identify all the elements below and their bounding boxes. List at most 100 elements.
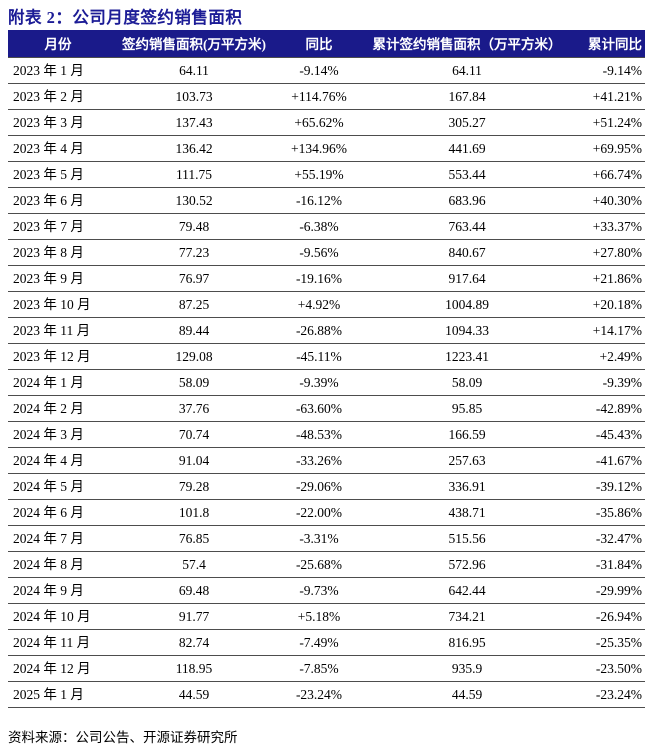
- cell-yoy: -9.14%: [280, 57, 358, 84]
- cell-area: 118.95: [108, 655, 280, 682]
- cell-cum-area: 305.27: [358, 109, 576, 136]
- cell-cum-yoy: -25.35%: [576, 629, 645, 656]
- cell-cum-area: 935.9: [358, 655, 576, 682]
- cell-cum-area: 816.95: [358, 629, 576, 656]
- cell-yoy: -48.53%: [280, 421, 358, 448]
- cell-yoy: -23.24%: [280, 681, 358, 708]
- table-row: 2024 年 11 月 82.74 -7.49% 816.95 -25.35%: [8, 629, 645, 656]
- cell-cum-yoy: -32.47%: [576, 525, 645, 552]
- cell-area: 111.75: [108, 161, 280, 188]
- cell-cum-area: 763.44: [358, 213, 576, 240]
- cell-month: 2024 年 8 月: [8, 551, 108, 578]
- cell-month: 2023 年 1 月: [8, 57, 108, 84]
- cell-cum-area: 336.91: [358, 473, 576, 500]
- cell-month: 2024 年 10 月: [8, 603, 108, 630]
- cell-month: 2023 年 4 月: [8, 135, 108, 162]
- cell-cum-yoy: -41.67%: [576, 447, 645, 474]
- cell-area: 89.44: [108, 317, 280, 344]
- cell-area: 58.09: [108, 369, 280, 396]
- cell-yoy: -26.88%: [280, 317, 358, 344]
- header-cum-yoy: 累计同比: [576, 30, 645, 58]
- table-header: 月份 签约销售面积(万平方米) 同比 累计签约销售面积（万平方米） 累计同比: [8, 30, 645, 58]
- cell-yoy: -45.11%: [280, 343, 358, 370]
- cell-cum-yoy: +2.49%: [576, 343, 645, 370]
- cell-cum-yoy: +20.18%: [576, 291, 645, 318]
- cell-cum-yoy: -9.14%: [576, 57, 645, 84]
- cell-area: 79.48: [108, 213, 280, 240]
- header-yoy: 同比: [280, 30, 358, 58]
- cell-cum-yoy: -31.84%: [576, 551, 645, 578]
- cell-month: 2025 年 1 月: [8, 681, 108, 708]
- cell-yoy: +65.62%: [280, 109, 358, 136]
- cell-month: 2023 年 7 月: [8, 213, 108, 240]
- cell-yoy: -19.16%: [280, 265, 358, 292]
- cell-month: 2023 年 11 月: [8, 317, 108, 344]
- cell-cum-area: 553.44: [358, 161, 576, 188]
- cell-cum-area: 734.21: [358, 603, 576, 630]
- cell-cum-yoy: +14.17%: [576, 317, 645, 344]
- cell-area: 64.11: [108, 57, 280, 84]
- table-row: 2023 年 11 月 89.44 -26.88% 1094.33 +14.17…: [8, 317, 645, 344]
- cell-month: 2023 年 3 月: [8, 109, 108, 136]
- table-row: 2024 年 7 月 76.85 -3.31% 515.56 -32.47%: [8, 525, 645, 552]
- cell-cum-yoy: -23.50%: [576, 655, 645, 682]
- table-row: 2024 年 10 月 91.77 +5.18% 734.21 -26.94%: [8, 603, 645, 630]
- cell-cum-yoy: +33.37%: [576, 213, 645, 240]
- table-row: 2023 年 3 月 137.43 +65.62% 305.27 +51.24%: [8, 109, 645, 136]
- cell-yoy: -22.00%: [280, 499, 358, 526]
- table-row: 2024 年 6 月 101.8 -22.00% 438.71 -35.86%: [8, 499, 645, 526]
- cell-month: 2023 年 2 月: [8, 83, 108, 110]
- cell-cum-area: 683.96: [358, 187, 576, 214]
- cell-cum-yoy: -45.43%: [576, 421, 645, 448]
- cell-yoy: -3.31%: [280, 525, 358, 552]
- cell-month: 2024 年 2 月: [8, 395, 108, 422]
- table-row: 2023 年 8 月 77.23 -9.56% 840.67 +27.80%: [8, 239, 645, 266]
- monthly-contracted-sales-table: 月份 签约销售面积(万平方米) 同比 累计签约销售面积（万平方米） 累计同比 2…: [8, 30, 645, 708]
- cell-cum-area: 95.85: [358, 395, 576, 422]
- table-row: 2023 年 6 月 130.52 -16.12% 683.96 +40.30%: [8, 187, 645, 214]
- cell-area: 37.76: [108, 395, 280, 422]
- cell-cum-area: 44.59: [358, 681, 576, 708]
- table-row: 2023 年 12 月 129.08 -45.11% 1223.41 +2.49…: [8, 343, 645, 370]
- cell-cum-area: 167.84: [358, 83, 576, 110]
- cell-cum-area: 64.11: [358, 57, 576, 84]
- cell-yoy: +55.19%: [280, 161, 358, 188]
- cell-cum-area: 438.71: [358, 499, 576, 526]
- table-row: 2023 年 7 月 79.48 -6.38% 763.44 +33.37%: [8, 213, 645, 240]
- table-row: 2023 年 9 月 76.97 -19.16% 917.64 +21.86%: [8, 265, 645, 292]
- cell-yoy: -25.68%: [280, 551, 358, 578]
- cell-area: 44.59: [108, 681, 280, 708]
- cell-month: 2024 年 7 月: [8, 525, 108, 552]
- cell-area: 91.04: [108, 447, 280, 474]
- cell-cum-area: 166.59: [358, 421, 576, 448]
- cell-cum-yoy: +66.74%: [576, 161, 645, 188]
- cell-month: 2024 年 1 月: [8, 369, 108, 396]
- cell-area: 82.74: [108, 629, 280, 656]
- cell-area: 130.52: [108, 187, 280, 214]
- cell-month: 2024 年 5 月: [8, 473, 108, 500]
- cell-month: 2023 年 5 月: [8, 161, 108, 188]
- cell-area: 103.73: [108, 83, 280, 110]
- cell-month: 2024 年 11 月: [8, 629, 108, 656]
- cell-yoy: -7.49%: [280, 629, 358, 656]
- cell-yoy: -29.06%: [280, 473, 358, 500]
- table-row: 2023 年 5 月 111.75 +55.19% 553.44 +66.74%: [8, 161, 645, 188]
- cell-area: 136.42: [108, 135, 280, 162]
- cell-area: 76.85: [108, 525, 280, 552]
- cell-yoy: +134.96%: [280, 135, 358, 162]
- cell-cum-yoy: +69.95%: [576, 135, 645, 162]
- cell-cum-area: 642.44: [358, 577, 576, 604]
- table-row: 2024 年 1 月 58.09 -9.39% 58.09 -9.39%: [8, 369, 645, 396]
- header-cum-area: 累计签约销售面积（万平方米）: [358, 30, 576, 58]
- cell-cum-area: 572.96: [358, 551, 576, 578]
- table-row: 2024 年 9 月 69.48 -9.73% 642.44 -29.99%: [8, 577, 645, 604]
- cell-yoy: +5.18%: [280, 603, 358, 630]
- cell-cum-yoy: -42.89%: [576, 395, 645, 422]
- cell-cum-yoy: +41.21%: [576, 83, 645, 110]
- cell-cum-area: 58.09: [358, 369, 576, 396]
- cell-area: 91.77: [108, 603, 280, 630]
- cell-cum-area: 1004.89: [358, 291, 576, 318]
- table-title: 附表 2：公司月度签约销售面积: [8, 8, 243, 27]
- cell-month: 2024 年 12 月: [8, 655, 108, 682]
